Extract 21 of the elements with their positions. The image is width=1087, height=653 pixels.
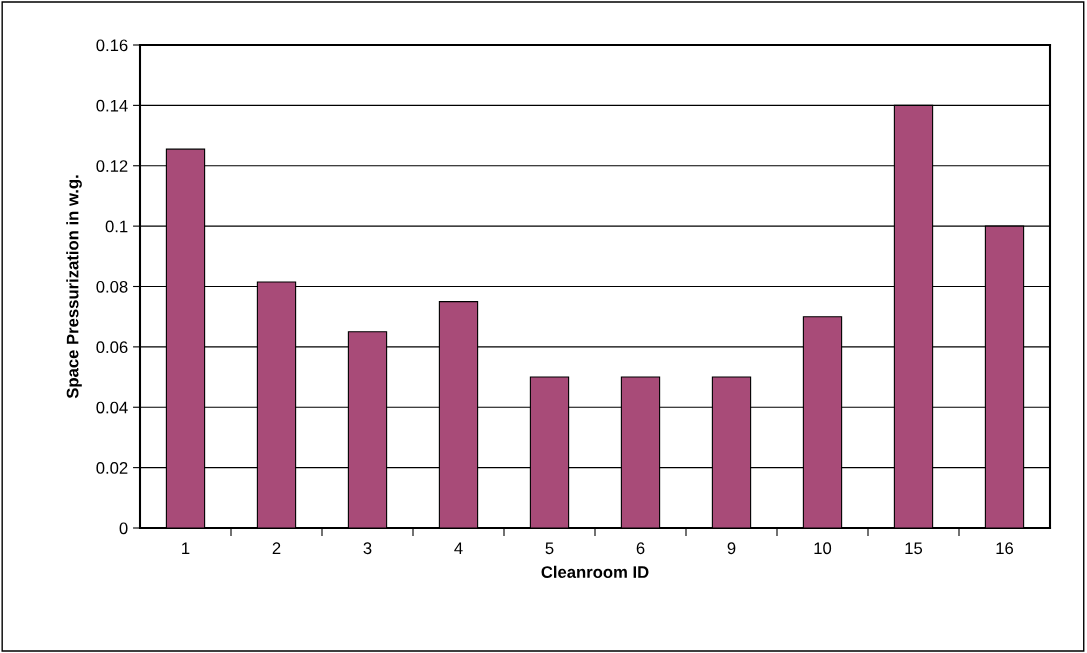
x-tick-label: 16 <box>996 542 1014 555</box>
x-tick-label: 2 <box>272 542 281 554</box>
x-tick-label: 9 <box>727 542 736 555</box>
y-axis-title: Space Pressurization in w.g. <box>66 175 82 399</box>
x-tick-label: 3 <box>363 542 372 555</box>
y-tick-label: 0.16 <box>96 39 128 52</box>
x-tick-label: 6 <box>636 542 645 555</box>
x-tick-label: 4 <box>454 542 463 554</box>
x-tick-label: 5 <box>545 542 554 555</box>
y-tick-label: 0.08 <box>96 280 128 293</box>
y-tick-label: 0.1 <box>105 220 128 233</box>
y-tick-label: 0.04 <box>96 401 128 414</box>
y-tick-label: 0 <box>119 522 128 535</box>
x-axis-title: Cleanroom ID <box>541 565 649 578</box>
x-tick-label: 1 <box>182 542 190 554</box>
x-tick-label: 15 <box>905 542 923 555</box>
x-tick-label: 10 <box>814 542 832 555</box>
y-tick-label: 0.06 <box>96 341 128 354</box>
y-tick-label: 0.02 <box>96 462 128 474</box>
y-tick-label: 0.12 <box>96 160 128 172</box>
y-tick-label: 0.14 <box>96 99 128 112</box>
